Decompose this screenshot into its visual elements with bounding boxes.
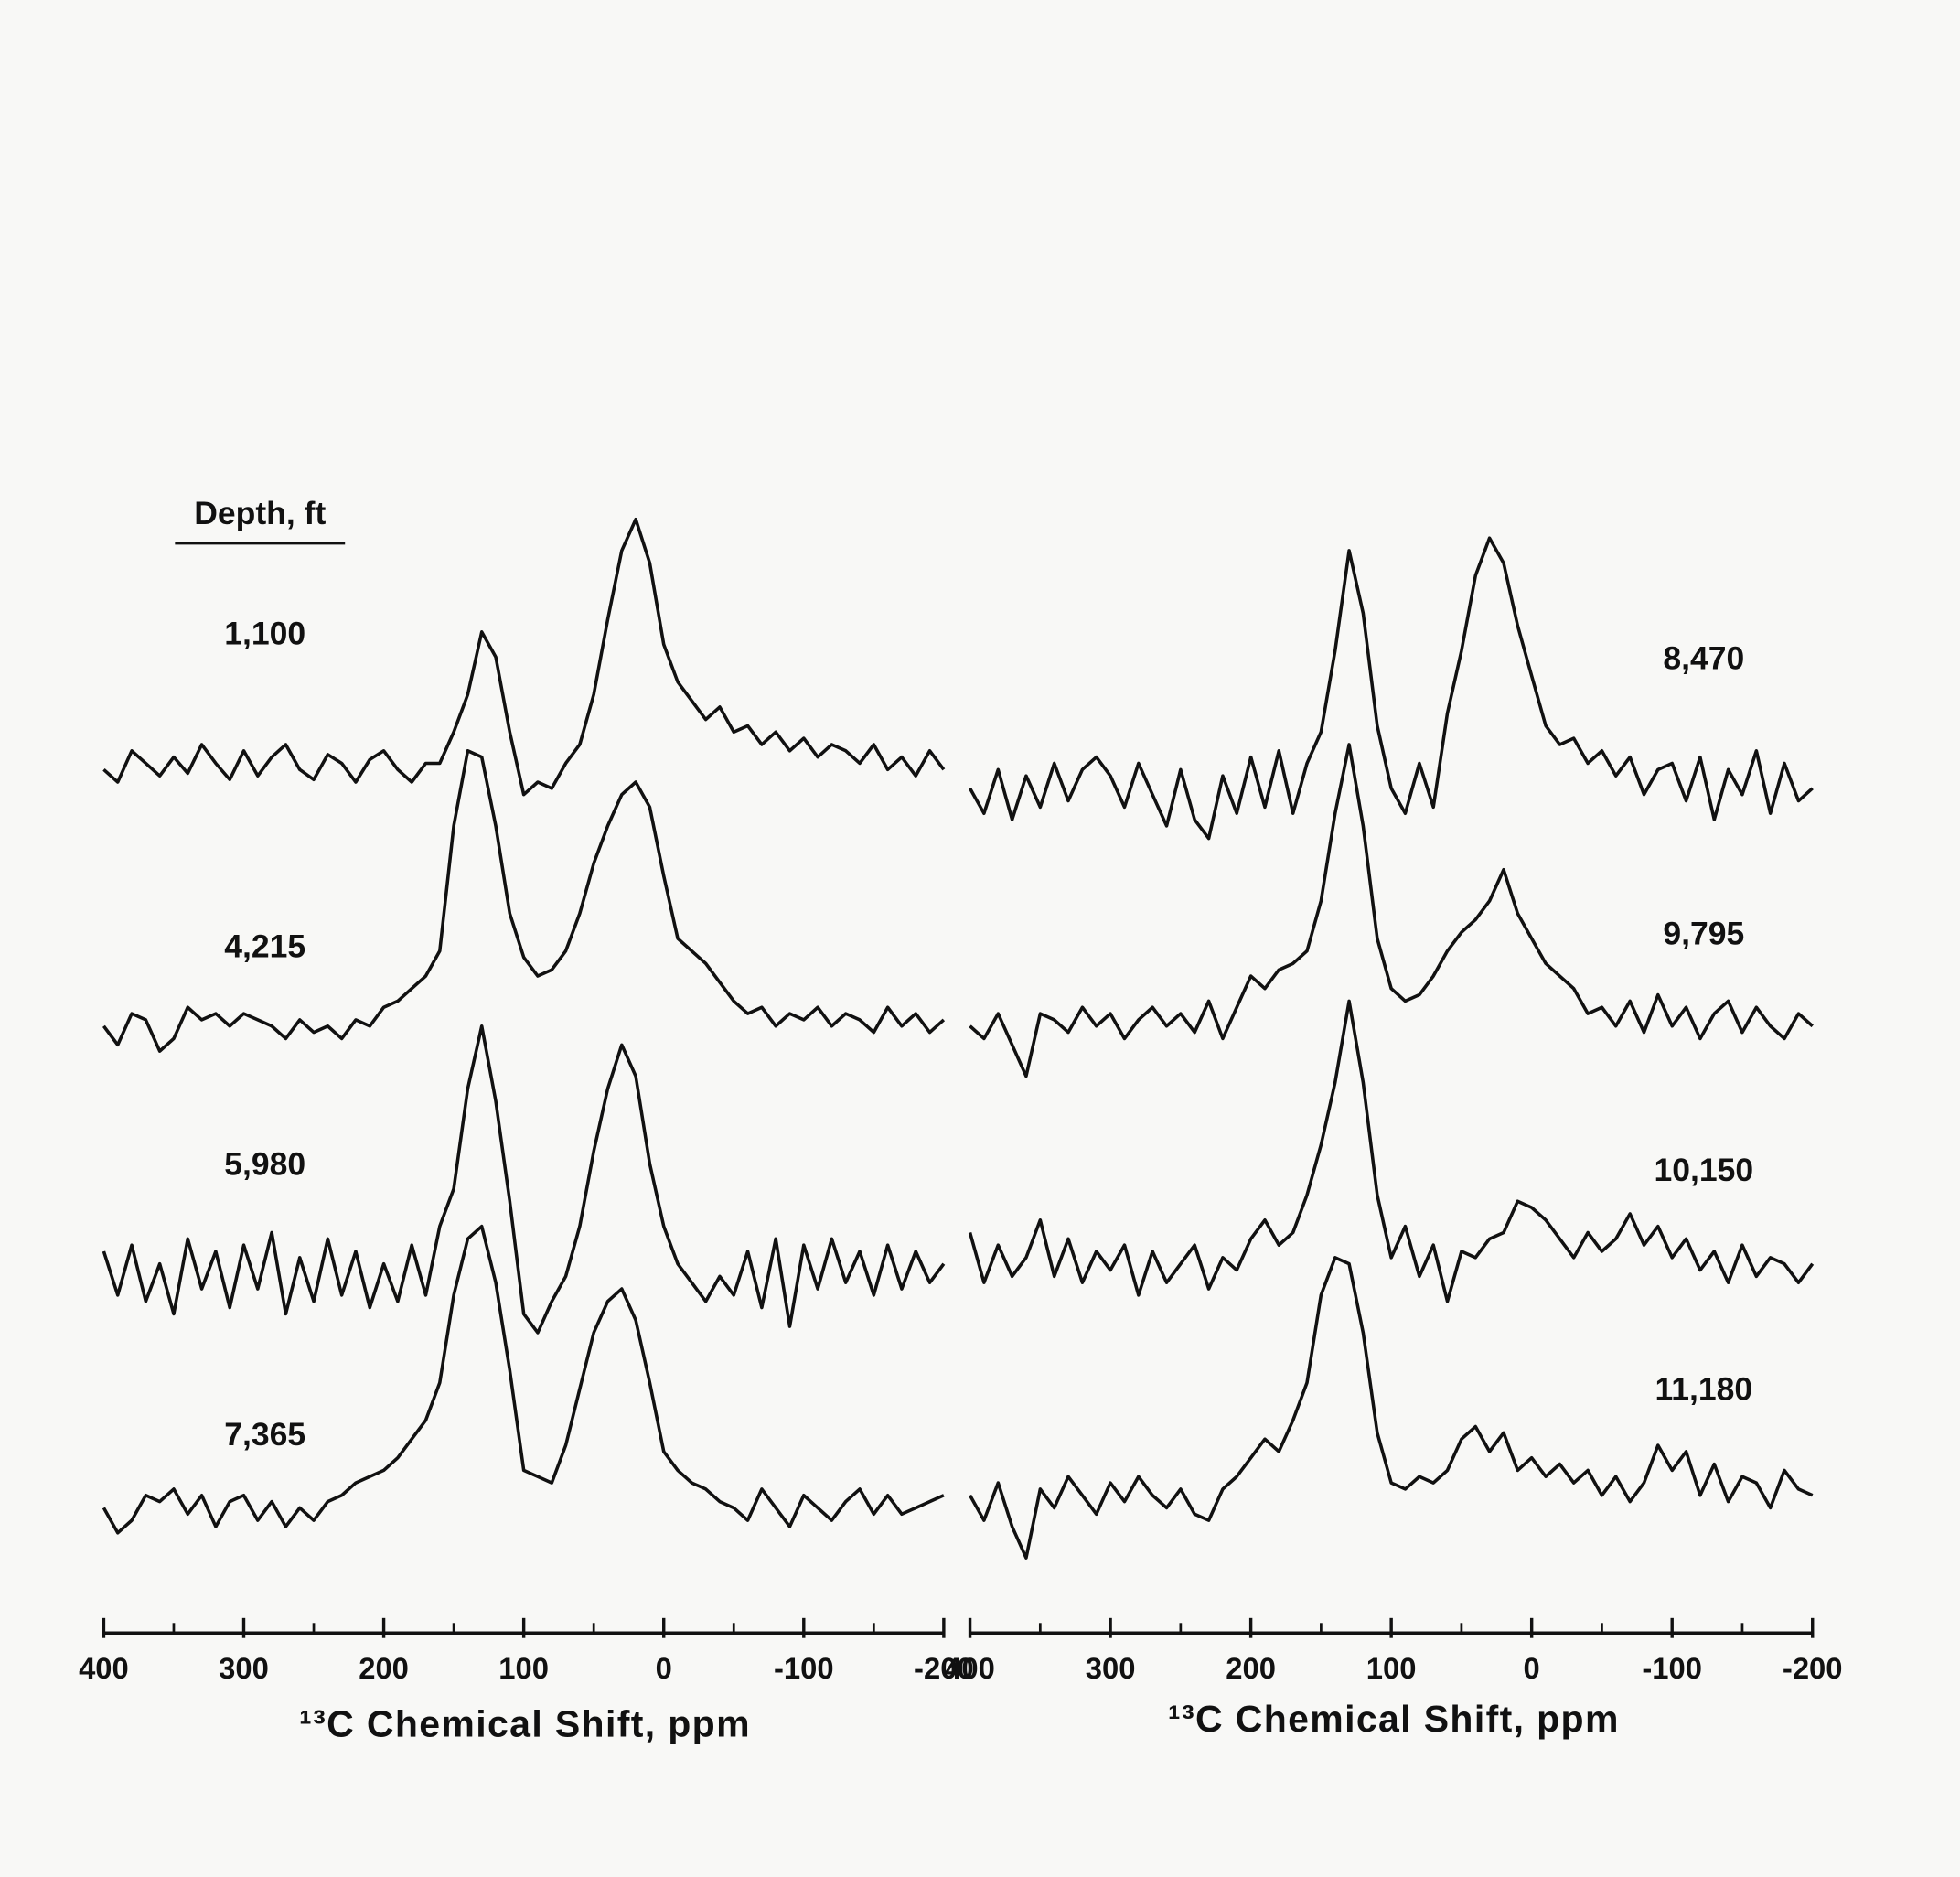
x-tick-label: 400 (945, 1651, 995, 1685)
x-tick-label: -100 (774, 1651, 834, 1685)
series-label: 9,795 (1663, 916, 1744, 952)
x-tick-label: 0 (1524, 1651, 1540, 1685)
x-tick-label: -100 (1642, 1651, 1702, 1685)
x-tick-label: 400 (79, 1651, 129, 1685)
series-label: 4,215 (224, 928, 305, 964)
x-axis-label: ¹³C Chemical Shift, ppm (1168, 1698, 1620, 1740)
x-tick-label: 100 (1366, 1651, 1417, 1685)
x-axis-label: ¹³C Chemical Shift, ppm (299, 1703, 751, 1745)
series-label: 5,980 (224, 1145, 305, 1182)
spectrum-line (968, 999, 1815, 1303)
spectrum-line (102, 1224, 945, 1535)
x-tick-label: 100 (498, 1651, 549, 1685)
x-tick-label: 200 (359, 1651, 409, 1685)
spectrum-line (969, 1256, 1814, 1560)
series-label: 11,180 (1655, 1371, 1752, 1408)
legend-title: Depth, ft (194, 495, 326, 531)
spectrum-line (969, 536, 1814, 841)
spectrum-line (102, 1024, 946, 1335)
x-tick-label: 200 (1226, 1651, 1276, 1685)
series-label: 10,150 (1654, 1152, 1753, 1188)
series-label: 7,365 (224, 1416, 305, 1453)
x-tick-label: 300 (1086, 1651, 1136, 1685)
spectrum-line (969, 743, 1814, 1078)
spectrum-line (102, 749, 946, 1053)
x-tick-label: -200 (1783, 1651, 1843, 1685)
series-label: 1,100 (224, 615, 305, 651)
x-tick-label: 300 (219, 1651, 269, 1685)
series-label: 8,470 (1663, 640, 1744, 677)
x-tick-label: -200 (914, 1651, 974, 1685)
x-tick-label: 0 (656, 1651, 672, 1685)
spectrum-line (102, 517, 946, 797)
